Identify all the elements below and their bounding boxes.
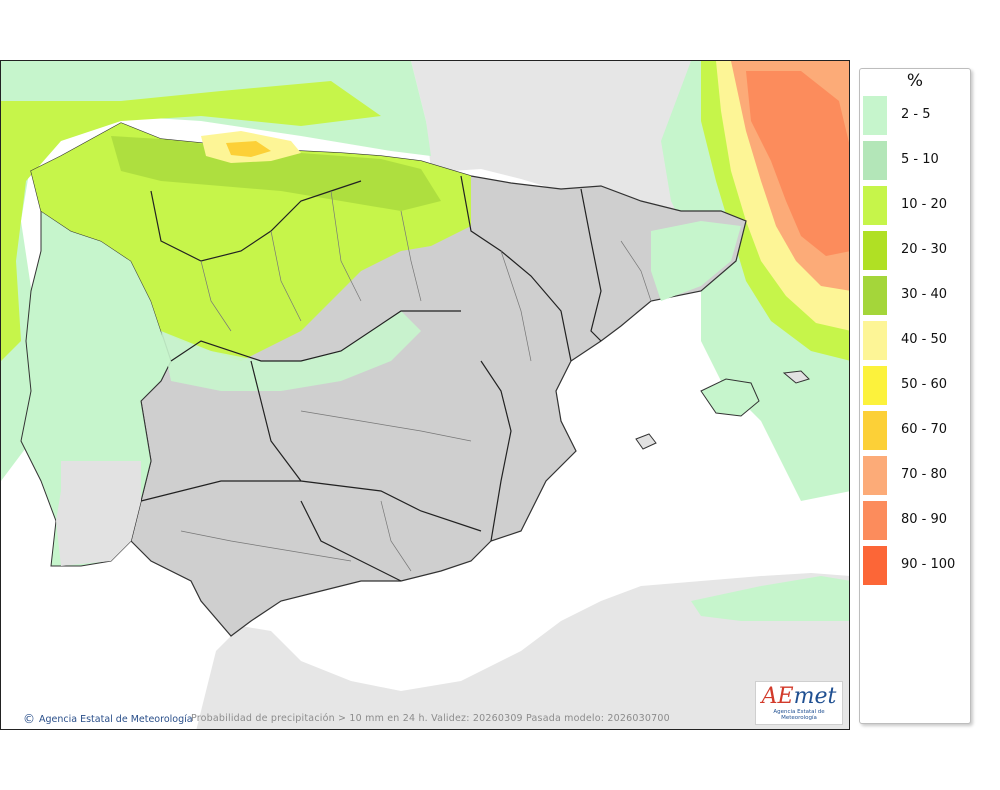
legend-item: 5 - 10 [863,138,971,180]
legend-item: 80 - 90 [863,498,971,540]
legend-swatch [863,276,887,315]
copyright-icon: © [23,712,35,726]
atlantic-precip-mid [1,81,381,361]
region-borders [140,175,602,582]
credit-line: © Agencia Estatal de Meteorología [23,712,193,726]
forecast-map: © Agencia Estatal de Meteorología Probab… [0,60,850,730]
balearic-ibiza [635,433,657,450]
legend-label: 90 - 100 [901,557,956,572]
credit-text: Agencia Estatal de Meteorología [39,713,193,725]
legend-label: 80 - 90 [901,512,948,527]
legend-swatch [863,456,887,495]
legend-label: 30 - 40 [901,287,948,302]
legend-item: 10 - 20 [863,183,971,225]
legend-label: 20 - 30 [901,242,948,257]
legend-item: 70 - 80 [863,453,971,495]
logo-subtitle: Agencia Estatal de Meteorología [773,709,825,721]
central-light-precip [161,311,421,391]
legend-item: 90 - 100 [863,543,971,585]
catalonia-precip [651,221,741,301]
south-med-precip [691,576,849,621]
aemet-logo: AEmet Agencia Estatal de Meteorología [755,681,843,725]
portugal-south-grey [56,461,141,566]
legend-item: 2 - 5 [863,93,971,135]
map-caption: Probabilidad de precipitación > 10 mm en… [191,713,670,724]
legend-swatch [863,411,887,450]
cantabrian-max-core [226,141,271,157]
legend-item: 20 - 30 [863,228,971,270]
legend-swatch [863,546,887,585]
legend-swatch [863,186,887,225]
balearic-mallorca [700,378,760,417]
legend-swatch [863,96,887,135]
legend-panel: % 2 - 5 5 - 10 10 - 20 20 - 30 30 - 40 40 - 5… [859,68,971,724]
legend-unit: % [906,71,924,91]
legend-swatch [863,501,887,540]
legend-swatch [863,231,887,270]
legend-swatch [863,141,887,180]
province-borders [180,190,652,572]
legend-label: 2 - 5 [901,107,931,122]
logo-prefix: AE [761,684,794,709]
med-precip-red [746,71,849,256]
logo-accent: met [793,684,837,709]
legend-label: 10 - 20 [901,197,948,212]
north-spain-precip-dark [111,136,441,211]
balearic-menorca [782,370,810,384]
legend-item: 60 - 70 [863,408,971,450]
legend-item: 40 - 50 [863,318,971,360]
legend-label: 70 - 80 [901,467,948,482]
map-canvas [1,61,849,729]
legend-label: 40 - 50 [901,332,948,347]
legend-swatch [863,366,887,405]
legend-label: 60 - 70 [901,422,948,437]
africa-land [196,573,849,729]
legend-label: 5 - 10 [901,152,939,167]
legend-label: 50 - 60 [901,377,948,392]
logo-mark: AEmet [756,685,842,709]
legend-swatch [863,321,887,360]
legend-item: 30 - 40 [863,273,971,315]
legend-item: 50 - 60 [863,363,971,405]
